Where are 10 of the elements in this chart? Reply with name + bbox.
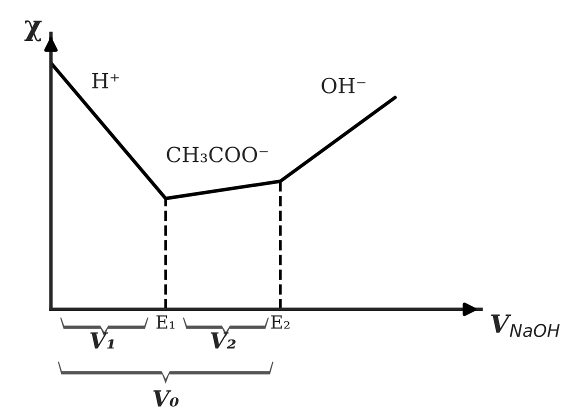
annotation: H⁺: [92, 73, 119, 88]
x-tick-label: E₂: [271, 315, 290, 329]
text: V₁: [90, 332, 114, 349]
annotation: OH⁻: [322, 78, 366, 94]
text: V₀: [153, 390, 179, 407]
text: V₂: [210, 332, 236, 349]
x-axis-title: V$_{NaOH}$: [491, 314, 560, 338]
annotation: CH₃COO⁻: [166, 146, 268, 162]
y-axis-title: χ: [24, 20, 42, 42]
x-tick-label: E₁: [156, 315, 174, 329]
